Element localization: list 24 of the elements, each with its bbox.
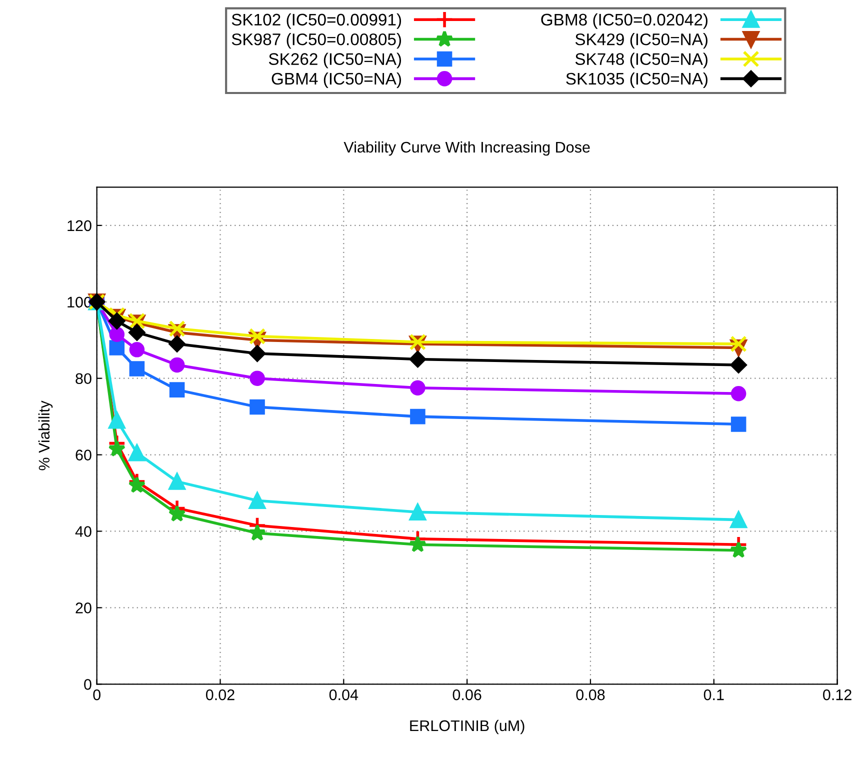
legend-label: GBM8 (IC50=0.02042) [541,13,708,29]
y-tick-label: 20 [76,602,92,614]
x-tick-label: 0.06 [452,689,482,700]
legend-label: SK262 (IC50=NA) [268,52,401,68]
y-axis-title: % Viability [38,400,53,470]
y-tick-label: 80 [76,373,92,384]
x-tick-label: 0.04 [329,689,358,700]
y-tick-label: 60 [76,450,92,460]
y-tick-label: 120 [68,220,92,232]
legend-label: SK102 (IC50=0.00991) [232,13,402,29]
x-tick-label: 0.02 [206,689,234,700]
legend-label: SK429 (IC50=NA) [575,33,708,49]
legend-label: GBM4 (IC50=NA) [272,72,401,88]
x-axis-title: ERLOTINIB (uM) [410,720,524,734]
legend-label: SK1035 (IC50=NA) [566,72,708,88]
y-tick-label: 40 [75,526,92,537]
legend-label: SK987 (IC50=0.00805) [232,33,402,49]
x-tick-label: 0.1 [704,689,724,700]
y-tick-label: 0 [84,679,92,690]
x-tick-label: 0.08 [576,689,605,700]
x-tick-label: 0 [93,689,100,700]
legend-label: SK748 (IC50=NA) [575,52,708,68]
x-tick-label: 0.12 [823,689,852,700]
chart-title: Viability Curve With Increasing Dose [344,141,590,156]
